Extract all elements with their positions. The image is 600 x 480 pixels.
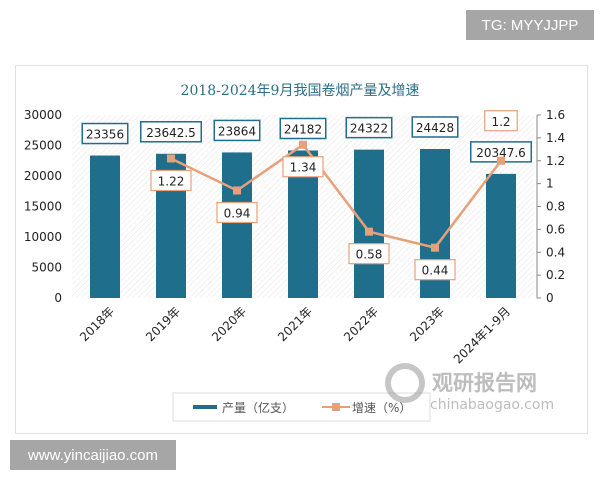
left-tick-label: 0 <box>54 291 62 305</box>
line-label-box <box>216 201 258 224</box>
left-tick-label: 30000 <box>24 108 62 122</box>
x-tick-label: 2024年1-9月 <box>451 304 513 366</box>
bar-label-box <box>213 119 261 142</box>
logo-watermark: 观研报告网 chinabaogao.com <box>385 363 554 413</box>
legend-bar-swatch <box>193 405 217 409</box>
bar-data-label: 20347.6 <box>476 146 526 160</box>
line-label-box <box>150 169 192 192</box>
right-tick-label: 1 <box>546 177 554 191</box>
left-tick-label: 10000 <box>24 230 62 244</box>
line-data-label: 0.58 <box>356 248 383 262</box>
bar <box>90 155 120 298</box>
watermark-site: www.yincaijiao.com <box>10 440 176 470</box>
bar-data-label: 24322 <box>350 122 388 136</box>
x-tick-label: 2023年 <box>407 304 447 344</box>
right-tick-label: 0.6 <box>546 222 565 236</box>
line-point <box>299 140 307 149</box>
bar-data-label: 23356 <box>86 128 124 142</box>
line-data-label: 1.22 <box>158 174 185 188</box>
line-data-label: 1.2 <box>491 115 510 129</box>
line-data-label: 0.94 <box>224 206 251 220</box>
chart-title: 2018-2024年9月我国卷烟产量及增速 <box>181 83 420 99</box>
bar-label-box <box>279 117 327 140</box>
left-tick-label: 5000 <box>31 261 62 275</box>
growth-line <box>170 143 502 250</box>
logo-en: chinabaogao.com <box>430 397 554 413</box>
x-tick-label: 2021年 <box>275 304 315 344</box>
legend: 产量（亿支） 增速（%） <box>172 392 431 422</box>
right-tick-label: 1.4 <box>546 131 565 145</box>
bar-label-box <box>411 116 459 138</box>
line-label-box <box>484 110 518 132</box>
bar-label-box <box>345 116 393 139</box>
logo-cn: 观研报告网 <box>432 371 537 395</box>
bar-data-label: 23642.5 <box>146 126 196 140</box>
left-tick-label: 25000 <box>24 139 62 153</box>
bar-data-label: 24428 <box>416 121 454 135</box>
legend-line-marker <box>332 403 340 411</box>
x-tick-label: 2020年 <box>209 304 249 344</box>
line-point <box>233 186 241 195</box>
right-tick-label: 0.8 <box>546 200 565 214</box>
legend-line-label: 增速（%） <box>352 401 411 415</box>
line-point <box>365 227 373 236</box>
logo-icon <box>385 363 425 403</box>
bar-data-label: 23864 <box>218 124 256 138</box>
bar <box>354 149 384 298</box>
bar-data-label: 24182 <box>284 122 322 136</box>
right-tick-label: 0.2 <box>546 268 565 282</box>
line-label-box <box>414 259 456 281</box>
line-label-box <box>282 156 324 178</box>
legend-bar-label: 产量（亿支） <box>222 400 294 415</box>
line-point <box>167 154 175 163</box>
left-tick-label: 20000 <box>24 169 62 183</box>
line-data-label: 0.44 <box>422 264 449 278</box>
bar <box>222 152 252 298</box>
left-tick-label: 15000 <box>24 200 62 214</box>
x-tick-label: 2019年 <box>143 304 183 344</box>
line-label-box <box>348 243 390 265</box>
line-data-label: 1.34 <box>290 161 317 175</box>
right-tick-label: 0 <box>546 291 554 305</box>
bar-label-box <box>140 121 202 143</box>
bar-label-box <box>81 122 129 145</box>
line-point <box>497 156 505 165</box>
bar <box>486 173 516 298</box>
watermark-tg: TG: MYYJJPP <box>466 10 594 40</box>
x-tick-label: 2018年 <box>77 304 117 344</box>
right-tick-label: 0.4 <box>546 245 565 259</box>
line-point <box>431 243 439 252</box>
x-tick-label: 2022年 <box>341 304 381 344</box>
right-tick-label: 1.6 <box>546 108 565 122</box>
right-tick-label: 1.2 <box>546 154 565 168</box>
